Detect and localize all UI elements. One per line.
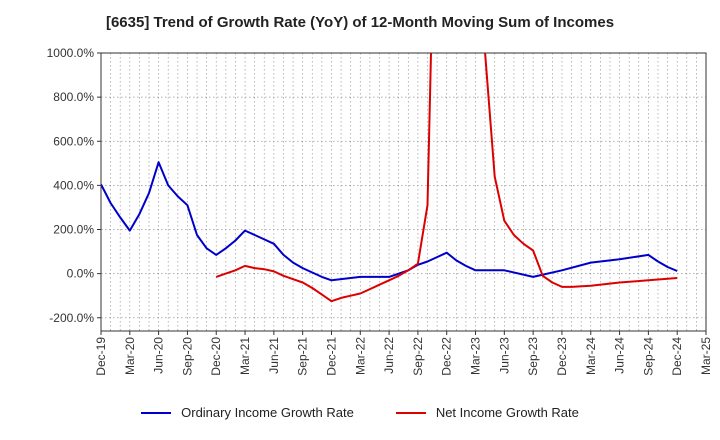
x-tick-label: Mar-23 (469, 337, 483, 375)
x-tick-label: Dec-21 (324, 337, 338, 376)
x-tick-label: Jun-24 (613, 337, 627, 374)
x-tick-label: Mar-22 (353, 337, 367, 375)
x-tick-label: Dec-19 (94, 337, 108, 376)
x-tick-label: Sep-20 (180, 337, 194, 376)
x-tick-label: Sep-21 (296, 337, 310, 376)
axis-layer: -200.0% 0.0% 200.0% 400.0% 600.0% 800.0% 1000.… (47, 46, 713, 376)
y-tick-label: 400.0% (53, 178, 94, 192)
series-line-ordinary-income (101, 161, 678, 282)
legend-item-ordinary: Ordinary Income Growth Rate (141, 405, 354, 420)
x-tick-label: Dec-22 (440, 337, 454, 376)
legend-label-net: Net Income Growth Rate (435, 405, 579, 420)
series-layer (101, 53, 678, 303)
x-tick-label: Sep-22 (411, 337, 425, 376)
grid-layer (101, 52, 706, 331)
x-tick-label: Jun-22 (382, 337, 396, 374)
x-tick-label: Sep-23 (526, 337, 540, 376)
y-tick-label: 1000.0% (47, 46, 95, 60)
plot-frame (100, 52, 707, 332)
legend-swatch-net (395, 411, 426, 414)
x-tick-label: Mar-24 (584, 337, 598, 375)
legend-item-net: Net Income Growth Rate (395, 405, 579, 420)
legend-label-ordinary: Ordinary Income Growth Rate (181, 405, 354, 420)
x-tick-label: Jun-20 (152, 337, 166, 374)
legend: Ordinary Income Growth Rate Net Income G… (0, 405, 720, 420)
x-tick-label: Mar-25 (699, 337, 713, 375)
y-tick-label: -200.0% (49, 311, 94, 325)
legend-swatch-ordinary (141, 411, 172, 414)
x-tick-label: Mar-20 (123, 337, 137, 375)
y-tick-label: 800.0% (53, 90, 94, 104)
y-tick-label: 0.0% (67, 267, 95, 281)
x-tick-label: Dec-23 (555, 337, 569, 376)
y-tick-label: 600.0% (53, 134, 94, 148)
x-tick-label: Mar-21 (238, 337, 252, 375)
x-tick-label: Jun-23 (497, 337, 511, 374)
x-tick-label: Dec-20 (209, 337, 223, 376)
y-tick-label: 200.0% (53, 223, 94, 237)
x-tick-label: Jun-21 (267, 337, 281, 374)
x-tick-label: Dec-24 (670, 337, 684, 376)
x-tick-label: Sep-24 (641, 337, 655, 376)
series-line-net-income (215, 53, 678, 303)
chart-title: [6635] Trend of Growth Rate (YoY) of 12-… (105, 14, 615, 31)
